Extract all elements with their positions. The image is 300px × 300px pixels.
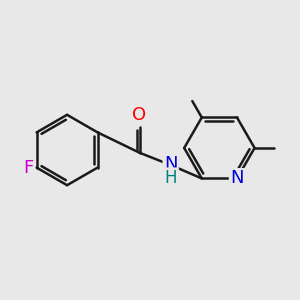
Text: O: O [133, 106, 147, 124]
Text: N: N [230, 169, 244, 188]
Text: N: N [164, 155, 177, 173]
Text: F: F [23, 159, 33, 177]
Text: H: H [164, 169, 177, 187]
